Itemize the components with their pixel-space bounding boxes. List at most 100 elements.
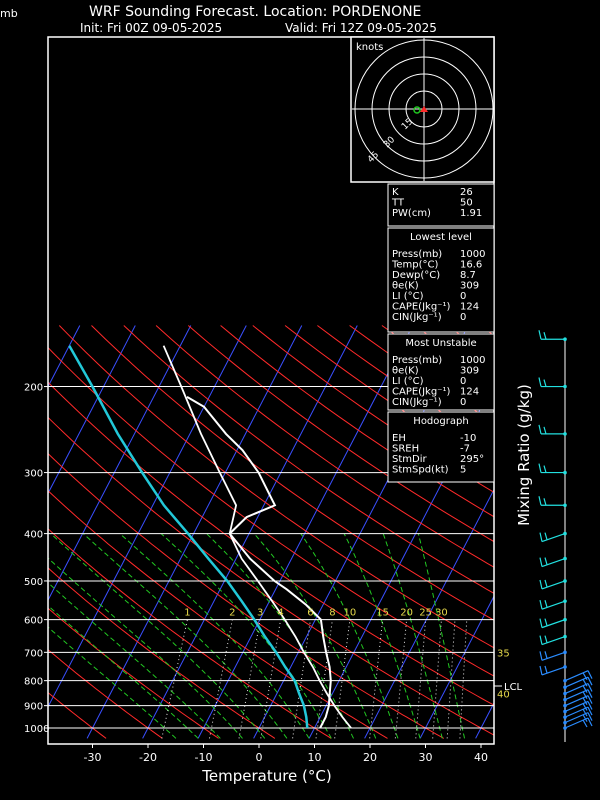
moist-adiabat [48,557,243,739]
lowest-level-box-value: 1000 [460,249,485,260]
most-unstable-box-label: Press(mb) [392,355,442,366]
wind-barb [564,676,593,688]
wind-barb [564,695,593,707]
wind-barb [539,651,566,661]
most-unstable-box-value: 124 [460,387,479,398]
indices-box [387,183,495,227]
lowest-level-box-label: Press(mb) [392,249,442,260]
x-tick-label: 30 [419,751,433,764]
hodograph-box-value: -7 [460,444,470,455]
most-unstable-box-title: Most Unstable [405,338,476,349]
mixing-ratio-line [394,619,408,739]
wind-barb [564,700,593,713]
mixing-ratio-labels: 1 2 3 4 6 8 10 15 20 25 30 35 40 [184,608,510,701]
wind-barb [539,618,566,629]
wind-barbs [538,330,593,742]
moist-adiabat [382,533,443,739]
indices-box-label: K [392,187,399,198]
mb-label: mb [0,7,18,20]
wind-barb [564,712,593,724]
mixing-ratio-line [238,619,261,739]
moist-adiabat [417,533,465,739]
y-tick-label: 400 [24,530,43,541]
hodograph-box-value: 5 [460,465,466,476]
wind-barb [539,665,566,676]
mixing-ratio-label: 3 [257,608,263,619]
profile-lines [68,345,352,729]
wind-barb [564,706,593,718]
most-unstable-box-value: 0 [460,397,466,408]
wind-barb [539,600,566,610]
isotherm-line [48,325,136,495]
valid-time: Valid: Fri 12Z 09-05-2025 [285,21,437,35]
mixing-ratio-line [369,619,384,739]
right-axis-title: Mixing Ratio (g/kg) [515,384,533,526]
moist-adiabat [119,533,310,739]
moist-adiabat [48,626,177,739]
lowest-level-box-value: 309 [460,281,479,292]
indices-box-value: 1.91 [460,208,482,219]
lowest-level-box-label: Dewp(°C) [392,270,440,281]
moist-adiabat [82,533,288,739]
mixing-ratio-label: 30 [435,608,448,619]
wind-barb [538,377,565,388]
hodograph-box-label: EH [392,433,406,444]
y-tick-label: 1000 [24,724,49,735]
dewpoint-profile [68,345,309,729]
most-unstable-box-label: CIN(Jkg⁻¹) [392,397,442,408]
indices-box-label: PW(cm) [392,208,431,219]
lcl-label: LCL [504,682,523,693]
isotherm-line [197,325,414,739]
isotherm-line [142,325,358,739]
wind-barb [538,330,565,340]
wind-barb [564,689,593,701]
isotherm-line [48,325,192,602]
dry-adiabat [478,325,494,336]
x-tick-label: 20 [363,751,377,764]
hodograph-units: knots [356,42,383,53]
y-tick-label: 300 [24,469,43,480]
y-tick-label: 600 [24,616,43,627]
dry-adiabat [48,528,332,739]
hodograph-box-label: StmDir [392,454,427,465]
x-axis-title: Temperature (°C) [201,767,331,785]
x-tick-label: 40 [474,751,488,764]
mixing-ratio-label: 15 [376,608,389,619]
wind-barb [539,579,566,590]
x-tick-label: -20 [139,751,157,764]
lowest-level-box-value: 0 [460,291,466,302]
moist-adiabat [160,533,332,739]
mixing-ratio-right-label: 35 [497,648,510,659]
init-time: Init: Fri 00Z 09-05-2025 [80,21,222,35]
lowest-level-box-value: 16.6 [460,260,482,271]
lowest-level-box-value: 124 [460,302,479,313]
storm-motion-marker [420,106,428,112]
most-unstable-box-value: 309 [460,366,479,377]
mixing-ratio-right-label: 40 [497,690,510,701]
background-lines [48,325,494,739]
hodograph-wind-trace [413,106,421,114]
mixing-ratio-line [292,619,311,739]
lowest-level-box-label: CIN(Jkg⁻¹) [392,312,442,323]
wind-barb [538,496,565,506]
mixing-ratio-label: 25 [419,608,432,619]
lowest-level-box-label: LI (°C) [392,291,424,302]
mixing-ratio-label: 4 [277,608,283,619]
wind-barb [539,635,566,646]
chart-title: WRF Sounding Forecast. Location: PORDENO… [89,4,421,20]
x-tick-label: 10 [308,751,322,764]
y-tick-label: 900 [24,702,43,713]
lowest-level-box-value: 8.7 [460,270,476,281]
mixing-ratio-label: 2 [229,608,235,619]
indices-box-value: 50 [460,198,473,209]
wind-barb [564,717,593,729]
mixing-ratio-label: 10 [344,608,357,619]
moist-adiabat [48,582,221,739]
mixing-ratio-label: 8 [329,608,335,619]
hodograph-box-value: -10 [460,433,476,444]
mixing-ratio-label: 1 [184,608,190,619]
indices-box-label: TT [391,198,405,209]
isotherm-line [48,325,247,708]
